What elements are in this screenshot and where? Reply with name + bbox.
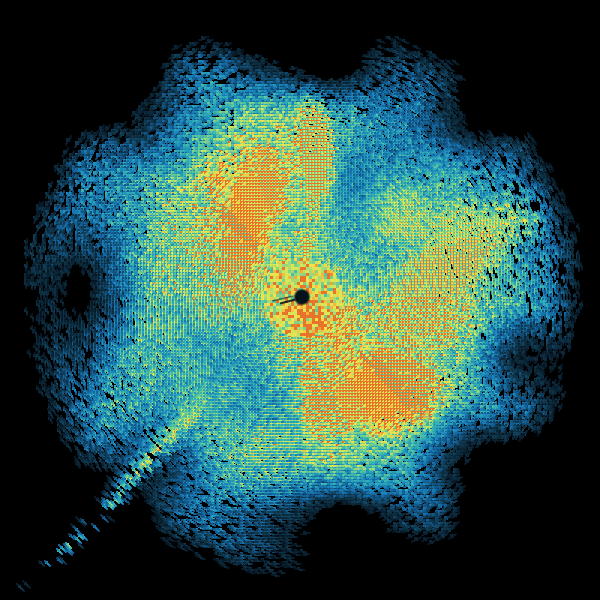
heatmap-canvas (0, 0, 600, 600)
speckle-field-visualization (0, 0, 600, 600)
